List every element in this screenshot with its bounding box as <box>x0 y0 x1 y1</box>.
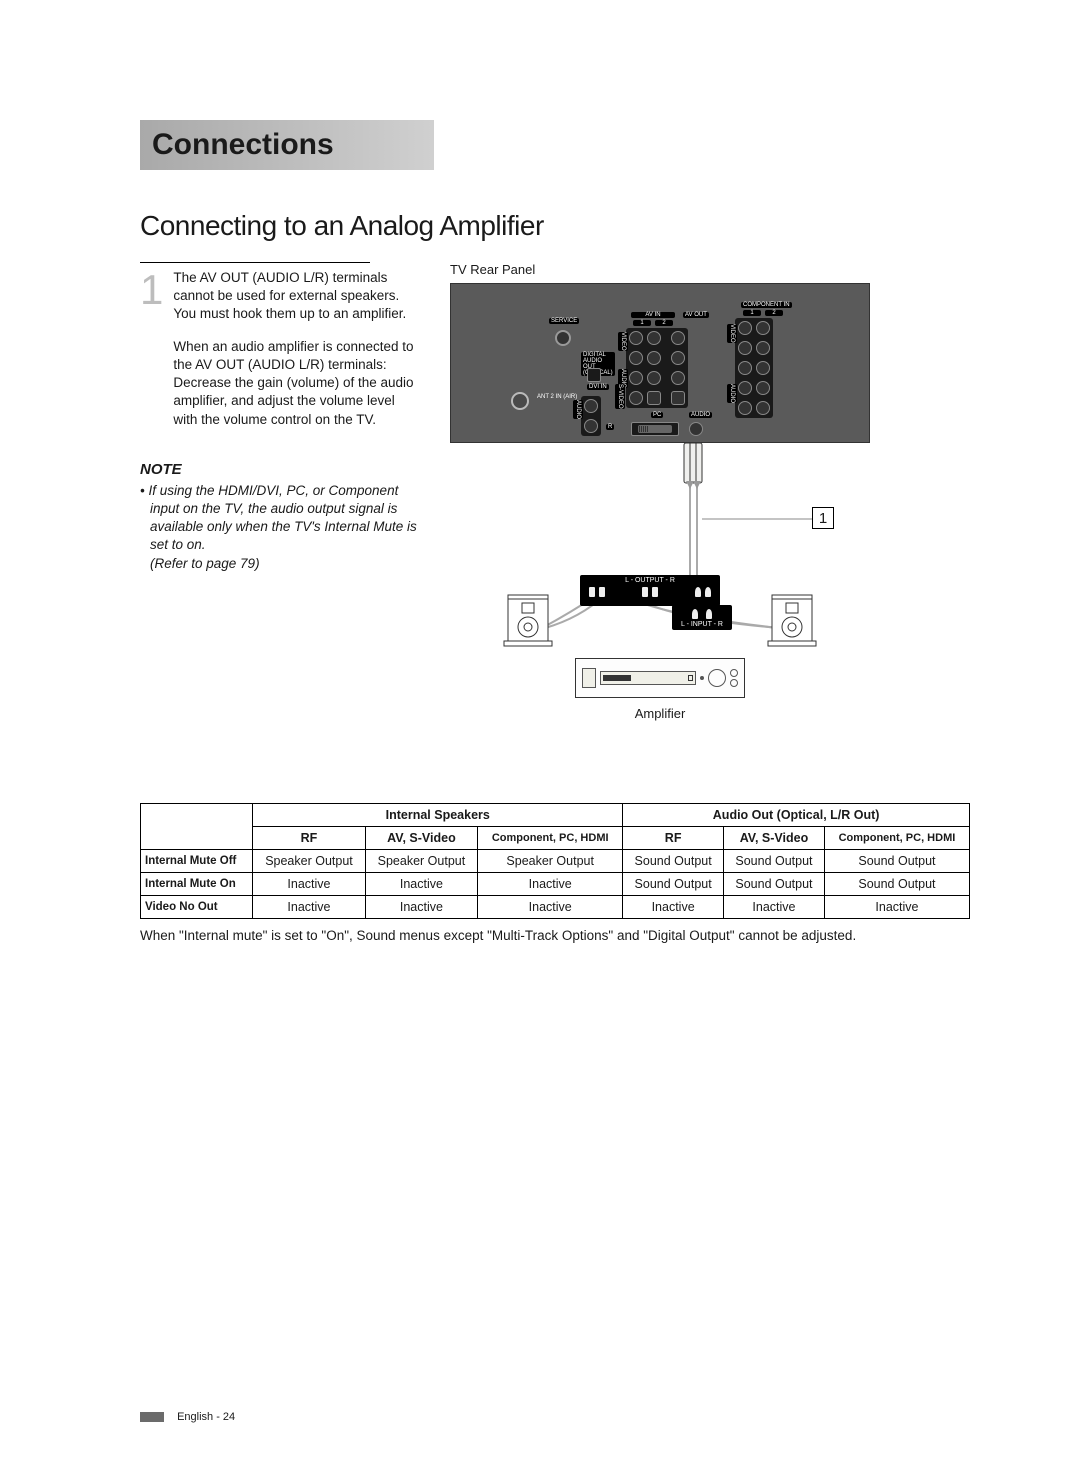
step-text-2: When an audio amplifier is connected to … <box>173 338 420 429</box>
tv-rear-panel-label: TV Rear Panel <box>450 262 970 277</box>
label-service: SERVICE <box>549 318 579 324</box>
cell: Inactive <box>365 896 477 919</box>
label-video-b: VIDEO <box>727 324 737 343</box>
tv-rear-panel: SERVICE ANT 2 IN (AIR) AV IN AV OUT 1 2 … <box>450 283 870 443</box>
label-r: R <box>606 424 614 430</box>
label-output: L - OUTPUT - R <box>584 577 716 584</box>
content-row: 1 The AV OUT (AUDIO L/R) terminals canno… <box>140 262 970 703</box>
step-body: The AV OUT (AUDIO L/R) terminals cannot … <box>173 269 420 443</box>
right-column: TV Rear Panel SERVICE ANT 2 IN (AIR) AV … <box>450 262 970 703</box>
speaker-right <box>762 593 822 648</box>
row-head-2: Video No Out <box>141 896 253 919</box>
footer-bar <box>140 1412 164 1422</box>
label-pc: PC <box>651 412 663 418</box>
pc-audio-port <box>689 422 703 436</box>
th-col-5: Component, PC, HDMI <box>824 827 969 850</box>
th-group-1: Internal Speakers <box>253 804 623 827</box>
left-column: 1 The AV OUT (AUDIO L/R) terminals canno… <box>140 262 420 703</box>
cell: Inactive <box>724 896 825 919</box>
cell: Inactive <box>365 873 477 896</box>
th-group-2: Audio Out (Optical, L/R Out) <box>623 804 970 827</box>
label-component: COMPONENT IN <box>741 302 792 308</box>
label-one: 1 <box>633 320 651 326</box>
row-head-1: Internal Mute On <box>141 873 253 896</box>
cell: Inactive <box>253 873 365 896</box>
cell: Inactive <box>623 896 724 919</box>
service-port <box>555 330 571 346</box>
label-ant: ANT 2 IN (AIR) <box>535 394 579 400</box>
dvi-port-group <box>581 396 601 436</box>
cell: Speaker Output <box>365 850 477 873</box>
cell: Inactive <box>824 896 969 919</box>
output-block: L - OUTPUT - R <box>580 575 720 606</box>
label-video: VIDEO <box>618 332 628 351</box>
page-footer: English - 24 <box>140 1411 235 1423</box>
pc-port <box>631 422 679 436</box>
cell: Inactive <box>253 896 365 919</box>
step-1: 1 The AV OUT (AUDIO L/R) terminals canno… <box>140 269 420 443</box>
note-block: NOTE • If using the HDMI/DVI, PC, or Com… <box>140 461 420 573</box>
cell: Speaker Output <box>478 850 623 873</box>
section-tab: Connections <box>140 120 434 170</box>
callout-1: 1 <box>812 507 834 529</box>
section-title: Connections <box>152 128 334 162</box>
cell: Speaker Output <box>253 850 365 873</box>
footer-page: English - 24 <box>177 1411 235 1423</box>
cell: Sound Output <box>824 873 969 896</box>
cell: Sound Output <box>824 850 969 873</box>
connection-diagram: SERVICE ANT 2 IN (AIR) AV IN AV OUT 1 2 … <box>450 283 870 703</box>
cell: Sound Output <box>724 850 825 873</box>
table-row: Internal Mute On Inactive Inactive Inact… <box>141 873 970 896</box>
row-head-0: Internal Mute Off <box>141 850 253 873</box>
av-port-group <box>626 328 688 408</box>
label-avin: AV IN <box>631 312 675 318</box>
label-audio-dvi: AUDIO <box>573 400 583 419</box>
amplifier-label: Amplifier <box>450 706 870 721</box>
page-heading: Connecting to an Analog Amplifier <box>140 210 970 242</box>
th-col-1: AV, S-Video <box>365 827 477 850</box>
speaker-left <box>498 593 558 648</box>
cell: Sound Output <box>623 873 724 896</box>
cell: Inactive <box>478 873 623 896</box>
label-svideo: S-VIDEO <box>615 384 625 409</box>
label-audio-pc: AUDIO <box>689 412 712 418</box>
component-port-group <box>735 318 773 418</box>
table-row: Internal Mute Off Speaker Output Speaker… <box>141 850 970 873</box>
cell: Inactive <box>478 896 623 919</box>
rule <box>140 262 370 263</box>
optical-port <box>587 368 601 382</box>
th-col-2: Component, PC, HDMI <box>478 827 623 850</box>
label-avout: AV OUT <box>683 312 709 318</box>
label-one-b: 1 <box>743 310 761 316</box>
label-input: L - INPUT - R <box>676 621 728 628</box>
step-text-1: The AV OUT (AUDIO L/R) terminals cannot … <box>173 269 420 324</box>
step-number: 1 <box>140 269 163 443</box>
note-label: NOTE <box>140 461 420 478</box>
label-two-b: 2 <box>765 310 783 316</box>
th-col-0: RF <box>253 827 365 850</box>
label-audio-comp: AUDIO <box>727 384 737 403</box>
note-body: • If using the HDMI/DVI, PC, or Componen… <box>140 482 420 573</box>
th-col-3: RF <box>623 827 724 850</box>
cell: Sound Output <box>724 873 825 896</box>
output-table: Internal Speakers Audio Out (Optical, L/… <box>140 803 970 919</box>
amplifier <box>575 658 745 698</box>
cell: Sound Output <box>623 850 724 873</box>
table-footnote: When "Internal mute" is set to "On", Sou… <box>140 927 970 945</box>
table-row: Video No Out Inactive Inactive Inactive … <box>141 896 970 919</box>
ant-port <box>511 392 529 410</box>
output-table-wrap: Internal Speakers Audio Out (Optical, L/… <box>140 803 970 945</box>
label-dvi: DVI IN <box>587 384 609 390</box>
input-block: L - INPUT - R <box>672 605 732 630</box>
label-two: 2 <box>655 320 673 326</box>
th-col-4: AV, S-Video <box>724 827 825 850</box>
note-bullet: • If using the HDMI/DVI, PC, or Componen… <box>140 482 420 573</box>
